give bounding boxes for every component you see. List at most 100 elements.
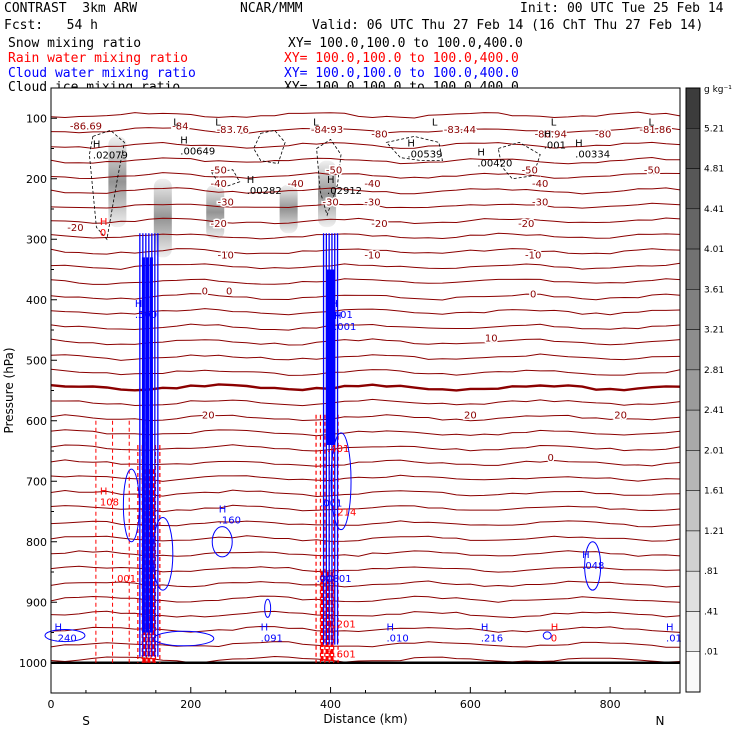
high-marker-value: .048	[582, 561, 604, 572]
isotherm-line	[50, 565, 681, 573]
south-end-label: S	[82, 714, 90, 728]
y-tick-label: 600	[26, 415, 47, 428]
y-tick-label: 300	[26, 233, 47, 246]
y-tick-label: 200	[26, 173, 47, 186]
y-tick-label: 1000	[19, 657, 47, 670]
high-marker-value: .00420	[477, 159, 512, 170]
colorbar-label: 2.01	[704, 446, 724, 456]
isotherm-line	[50, 187, 681, 195]
isotherm-line	[50, 262, 681, 270]
isotherm-line	[50, 232, 681, 240]
field-cloudwater-xy: XY= 100.0,100.0 to 100.0,400.0	[284, 66, 519, 81]
header-model-title: CONTRAST 3km ARW	[4, 1, 138, 16]
isotherm-label: -83.76	[217, 125, 249, 136]
high-marker-letter: H	[544, 129, 552, 140]
contour-value-label: L	[313, 117, 319, 128]
colorbar-segment	[685, 208, 701, 250]
cloud-ice-contour	[88, 129, 125, 241]
contour-value-label: L	[432, 117, 438, 128]
contour-value-label: .00801	[317, 574, 352, 585]
contour-value-label: 1.601	[327, 650, 356, 661]
colorbar-segment	[685, 409, 701, 451]
cloud-water-contour	[152, 517, 174, 591]
cloud-ice-contour	[211, 169, 241, 189]
isotherm-label: -10	[218, 250, 234, 261]
colorbar-label: 2.41	[704, 406, 724, 416]
isotherm-line	[50, 248, 681, 255]
high-marker-letter: H	[407, 139, 415, 150]
field-cloudwater-name: Cloud water mixing ratio	[8, 66, 196, 81]
colorbar-segment	[685, 329, 701, 371]
colorbar-label: .81	[704, 567, 718, 577]
high-marker-value: .001	[334, 322, 356, 333]
high-marker-letter: H	[331, 299, 339, 310]
isotherm-line	[50, 323, 681, 331]
high-marker-letter: H	[551, 623, 559, 634]
high-marker-value: .216	[481, 634, 503, 645]
isotherm-label: 10	[485, 333, 498, 344]
high-marker-letter: H	[261, 623, 269, 634]
isotherm-line	[50, 353, 681, 361]
colorbar-segment	[685, 87, 701, 129]
cloud-water-contour	[330, 432, 352, 531]
colorbar-label: 4.41	[704, 205, 724, 215]
contour-value-label: .001	[114, 574, 136, 585]
y-tick-label: 800	[26, 536, 47, 549]
header-forecast-hour: Fcst: 54 h	[4, 18, 98, 33]
isotherm-label: -50	[211, 166, 227, 177]
contour-value-label: L	[649, 117, 655, 128]
colorbar-segment	[685, 248, 701, 290]
x-tick-label: 800	[600, 698, 621, 711]
isotherm-label: -30	[218, 198, 234, 209]
colorbar-segment	[685, 168, 701, 210]
high-marker-value: .160	[219, 516, 241, 527]
high-marker-value: .00282	[247, 186, 282, 197]
high-marker-value: .01	[666, 634, 682, 645]
isotherm-line	[50, 217, 681, 225]
y-tick-label: 100	[26, 112, 47, 125]
header-init-time: Init: 00 UTC Tue 25 Feb 14	[520, 1, 724, 16]
high-marker-letter: H	[327, 175, 335, 186]
isotherm-line	[50, 444, 681, 452]
colorbar-label: 1.21	[704, 527, 724, 537]
cloud-water-contour	[44, 628, 86, 643]
high-marker-letter: H	[666, 623, 674, 634]
high-marker-letter: H	[481, 623, 489, 634]
isotherm-line	[50, 141, 681, 149]
cloud-ice-contour	[497, 141, 541, 180]
isotherm-line	[50, 414, 681, 422]
contour-value-label: L	[173, 117, 179, 128]
colorbar-segment	[685, 490, 701, 532]
snow-shading	[206, 184, 225, 240]
isotherm-label: -81.86	[639, 125, 671, 136]
isotherm-label: -40	[211, 179, 227, 190]
isotherm-label: -20	[67, 223, 83, 234]
isotherm-line	[50, 429, 681, 437]
y-tick-label: 700	[26, 475, 47, 488]
colorbar-segment	[685, 530, 701, 572]
contour-value-label: 1.201	[327, 619, 356, 630]
high-marker-letter: H	[582, 550, 590, 561]
isotherm-line	[50, 127, 681, 134]
isotherm-line	[50, 338, 681, 346]
isotherm-label: -83.44	[444, 125, 476, 136]
high-marker-letter: H	[93, 140, 101, 151]
isotherm-label: -20	[211, 219, 227, 230]
colorbar-units: g kg⁻¹	[704, 85, 732, 95]
high-marker-value: 0	[100, 228, 106, 239]
isotherm-label: -50	[644, 166, 660, 177]
isotherm-line	[50, 172, 681, 180]
high-marker-value: .240	[54, 634, 76, 645]
cloud-ice-contour	[253, 129, 286, 165]
isotherm-label: -40	[287, 179, 303, 190]
high-marker-value: 0	[551, 634, 557, 645]
contour-value-label: .001	[320, 498, 342, 509]
north-end-label: N	[656, 714, 665, 728]
isotherm-line	[50, 459, 681, 467]
cloud-ice-contour	[385, 135, 443, 161]
y-tick-label: 900	[26, 596, 47, 609]
colorbar-segment	[685, 570, 701, 612]
colorbar-label: 1.61	[704, 487, 724, 497]
isotherm-label: -20	[518, 219, 534, 230]
cloud-water-contour	[584, 541, 602, 591]
